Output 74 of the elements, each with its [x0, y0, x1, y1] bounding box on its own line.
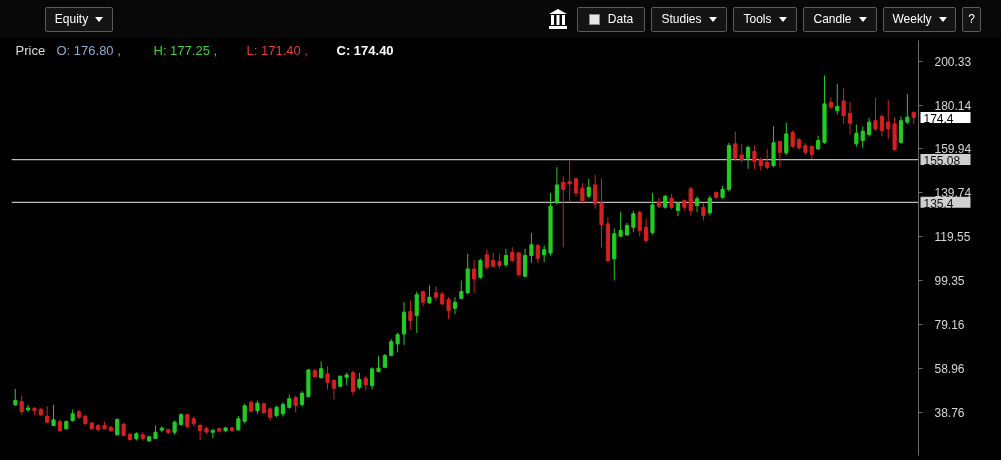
candlestick [879, 113, 884, 137]
candlestick [860, 126, 865, 149]
candlestick [898, 116, 904, 145]
candlestick [529, 232, 534, 264]
candlestick [478, 258, 483, 280]
text: Weekly [892, 10, 932, 28]
text: 174.4 [923, 112, 954, 127]
candlestick [586, 178, 591, 199]
candlestick [873, 97, 878, 132]
candlestick [535, 243, 540, 264]
candlestick [599, 177, 604, 248]
candlestick [694, 195, 700, 213]
candlestick [446, 296, 451, 320]
candlestick [656, 197, 661, 209]
candlestick [414, 291, 419, 334]
candlestick [618, 211, 623, 238]
candlestick [765, 148, 770, 170]
candlestick [784, 122, 789, 156]
y-tick-label: 58.96 [934, 361, 965, 376]
candlestick [644, 218, 649, 243]
text: Candle [813, 10, 852, 28]
y-tick-label: 99.35 [934, 274, 965, 289]
candlestick [745, 145, 751, 170]
y-tick-label: 38.76 [934, 405, 965, 420]
ref-line-label: 135.4 [923, 196, 954, 211]
candlestick [401, 301, 407, 346]
y-tick-label: 200.33 [934, 54, 972, 69]
candlestick [325, 365, 330, 390]
candlestick [841, 87, 846, 125]
annotation: H: 177.25 , [153, 43, 218, 58]
annotation: L: 171.40 , [246, 43, 308, 58]
candlestick [408, 299, 413, 331]
candlestick [503, 248, 509, 268]
candlestick [522, 248, 528, 278]
candlestick [847, 101, 853, 136]
candlestick [593, 174, 598, 210]
candlestick [484, 249, 489, 271]
y-tick-label: 79.16 [934, 317, 965, 332]
candlestick [580, 182, 585, 204]
y-tick-label: 119.55 [934, 230, 971, 245]
candlestick [631, 210, 636, 233]
candlestick [395, 332, 400, 353]
candlestick [886, 99, 891, 140]
candlestick [471, 259, 477, 294]
text: Equity [54, 10, 89, 28]
candlestick [854, 124, 859, 147]
ref-line-label: 155.08 [923, 154, 961, 169]
text: Studies [661, 10, 702, 28]
candlestick [427, 284, 432, 305]
annotation: Price [15, 43, 46, 58]
text: Data [607, 10, 634, 28]
y-tick-label: 180.14 [934, 98, 972, 113]
text: Tools [743, 10, 772, 28]
y-tick-label: 159.94 [934, 142, 972, 157]
candlestick [350, 370, 356, 397]
candlestick [835, 83, 840, 116]
candlestick [707, 195, 712, 217]
candlestick [637, 210, 642, 238]
candlestick [771, 125, 776, 168]
candlestick [828, 96, 833, 110]
candlestick [198, 423, 203, 441]
candlestick [573, 176, 579, 197]
candlestick [19, 395, 24, 416]
candlestick [752, 145, 757, 170]
candlestick [905, 93, 910, 125]
annotation: C: 174.40 [336, 43, 394, 58]
candlestick [370, 366, 375, 390]
text: ? [968, 10, 975, 28]
annotation: O: 176.80 , [56, 43, 121, 58]
candlestick [452, 296, 458, 315]
candlestick [331, 378, 336, 400]
candlestick [777, 140, 783, 168]
candlestick [867, 117, 872, 137]
candlestick [554, 166, 559, 205]
